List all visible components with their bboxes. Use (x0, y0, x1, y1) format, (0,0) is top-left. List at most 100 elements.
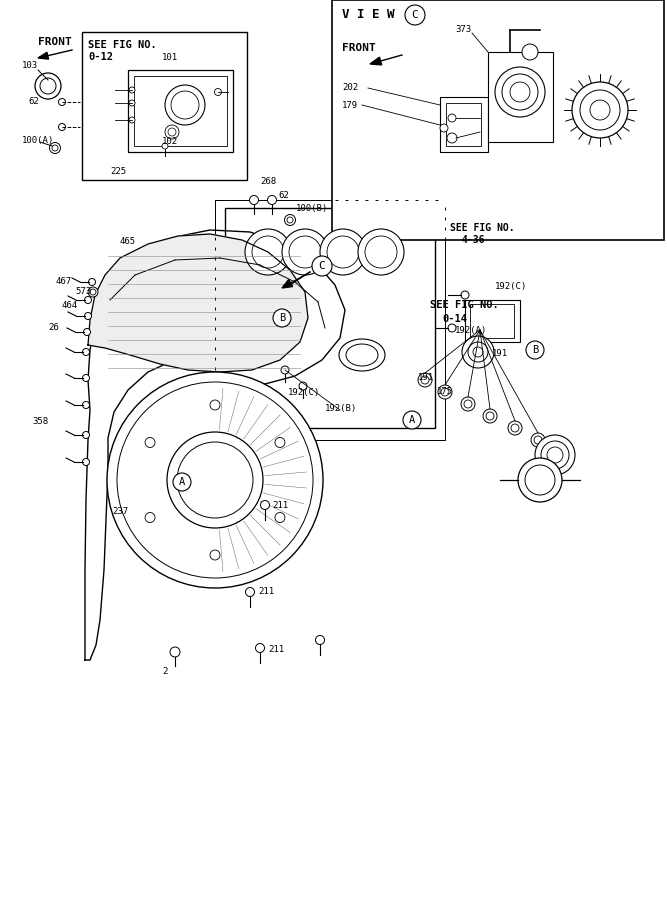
Circle shape (299, 382, 307, 390)
Circle shape (572, 82, 628, 138)
Circle shape (526, 341, 544, 359)
Circle shape (473, 347, 483, 357)
Circle shape (52, 145, 58, 151)
Circle shape (547, 447, 563, 463)
Text: 191: 191 (418, 374, 434, 382)
Text: A: A (179, 477, 185, 487)
Circle shape (281, 366, 289, 374)
Circle shape (83, 401, 89, 409)
Circle shape (35, 73, 61, 99)
Bar (440, 97, 488, 152)
Circle shape (483, 409, 497, 423)
Bar (470, 304, 514, 338)
Text: 464: 464 (62, 302, 78, 310)
Circle shape (85, 312, 91, 319)
Circle shape (518, 458, 562, 502)
Circle shape (320, 229, 366, 275)
Bar (215, 200, 445, 440)
Text: 175: 175 (437, 388, 453, 397)
Text: 465: 465 (120, 238, 136, 247)
Circle shape (522, 44, 538, 60)
Circle shape (448, 324, 456, 332)
Circle shape (261, 500, 269, 509)
Circle shape (508, 421, 522, 435)
Bar (446, 103, 481, 146)
Text: B: B (279, 313, 285, 323)
Text: 467: 467 (55, 277, 71, 286)
Circle shape (525, 465, 555, 495)
Circle shape (438, 385, 452, 399)
Circle shape (129, 87, 135, 93)
Text: 62: 62 (278, 191, 289, 200)
Polygon shape (282, 280, 293, 288)
Circle shape (107, 372, 323, 588)
Circle shape (59, 98, 65, 105)
Circle shape (88, 287, 98, 297)
Polygon shape (88, 234, 308, 372)
Circle shape (421, 376, 429, 384)
Circle shape (535, 435, 575, 475)
Text: 102: 102 (162, 137, 178, 146)
Circle shape (83, 458, 89, 465)
Circle shape (275, 437, 285, 447)
Circle shape (162, 143, 168, 149)
Text: 26: 26 (48, 323, 59, 332)
Text: 100(A): 100(A) (22, 136, 54, 145)
Circle shape (145, 512, 155, 523)
Circle shape (170, 647, 180, 657)
Text: 211: 211 (272, 500, 288, 509)
Circle shape (468, 342, 488, 362)
Text: 0-12: 0-12 (88, 52, 113, 62)
Text: C: C (319, 261, 325, 271)
Text: 573: 573 (75, 287, 91, 296)
Text: 192(A): 192(A) (455, 326, 488, 335)
Text: 211: 211 (268, 645, 284, 654)
Circle shape (510, 82, 530, 102)
Ellipse shape (339, 339, 385, 371)
Circle shape (117, 382, 313, 578)
Circle shape (129, 117, 135, 123)
Circle shape (464, 400, 472, 408)
Circle shape (541, 441, 569, 469)
Circle shape (405, 5, 425, 25)
Text: 237: 237 (112, 508, 128, 517)
Circle shape (89, 278, 95, 285)
Circle shape (252, 236, 284, 268)
Circle shape (315, 635, 325, 644)
Circle shape (534, 436, 542, 444)
Circle shape (502, 74, 538, 110)
Polygon shape (85, 230, 345, 660)
Bar (134, 76, 227, 146)
Text: 373: 373 (455, 25, 471, 34)
Circle shape (168, 128, 176, 136)
Circle shape (173, 473, 191, 491)
Circle shape (165, 85, 205, 125)
Circle shape (448, 114, 456, 122)
Polygon shape (38, 52, 49, 59)
Circle shape (171, 91, 199, 119)
Text: 211: 211 (258, 588, 274, 597)
Text: 101: 101 (162, 52, 178, 61)
Circle shape (83, 431, 89, 438)
Circle shape (447, 133, 457, 143)
Circle shape (59, 123, 65, 130)
Text: SEE FIG NO.: SEE FIG NO. (430, 300, 499, 310)
Text: 179: 179 (342, 101, 358, 110)
Bar (225, 208, 435, 428)
Circle shape (83, 348, 89, 356)
Text: 192(C): 192(C) (495, 282, 527, 291)
Text: 268: 268 (260, 177, 276, 186)
Circle shape (245, 229, 291, 275)
Text: 2: 2 (162, 668, 167, 677)
Circle shape (177, 442, 253, 518)
Circle shape (327, 236, 359, 268)
Circle shape (90, 289, 96, 295)
Circle shape (282, 229, 328, 275)
Circle shape (145, 437, 155, 447)
Circle shape (49, 142, 61, 154)
Circle shape (462, 336, 494, 368)
Ellipse shape (346, 344, 378, 366)
Text: A: A (409, 415, 415, 425)
Circle shape (215, 88, 221, 95)
Text: 192(C): 192(C) (288, 388, 320, 397)
